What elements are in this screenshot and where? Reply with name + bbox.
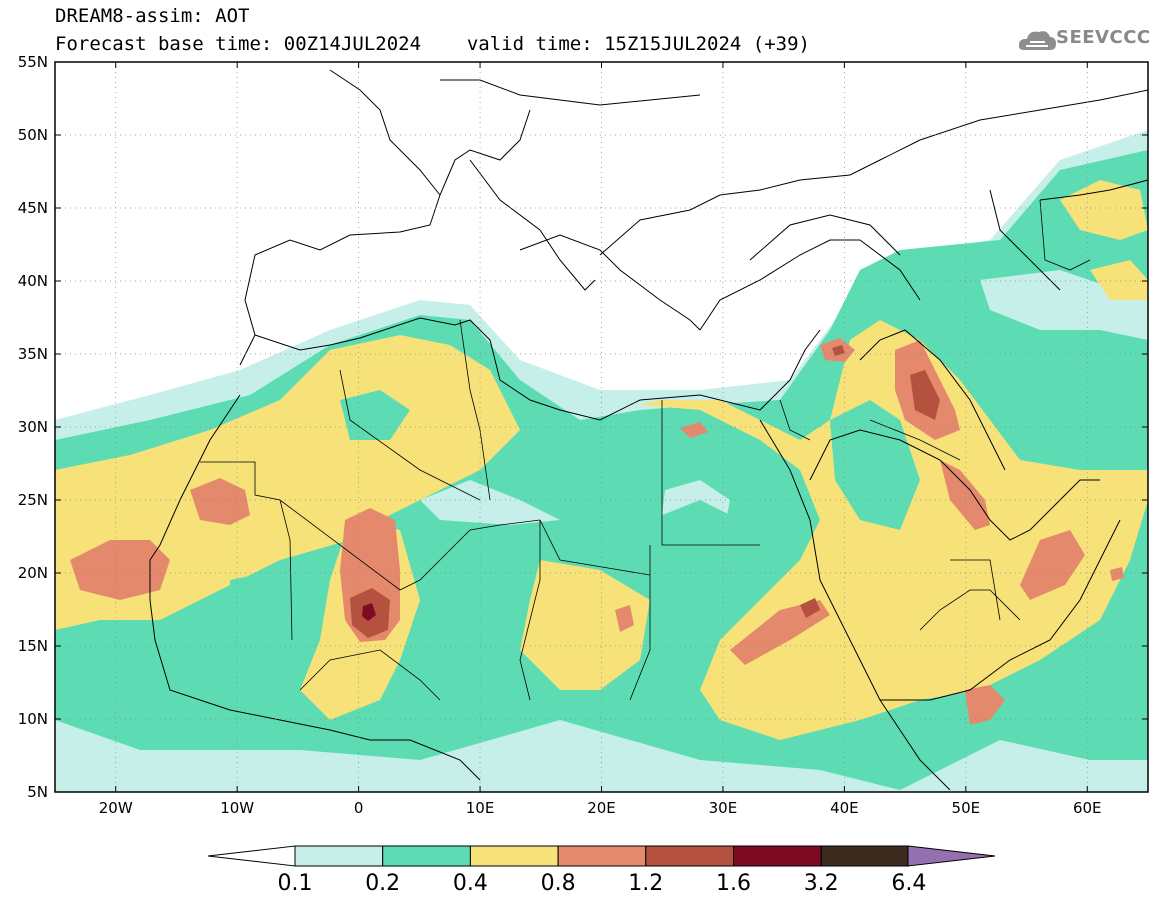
lat-label: 10N bbox=[17, 710, 48, 728]
lat-label: 30N bbox=[17, 418, 48, 436]
graticule bbox=[55, 62, 1148, 792]
lon-label: 20W bbox=[98, 799, 133, 817]
colorbar-swatch bbox=[733, 845, 822, 867]
lat-label: 50N bbox=[17, 126, 48, 144]
lat-label: 25N bbox=[17, 491, 48, 509]
colorbar-label: 1.6 bbox=[716, 871, 751, 896]
lon-label: 10W bbox=[220, 799, 255, 817]
lat-label: 35N bbox=[17, 345, 48, 363]
map-title: DREAM8-assim: AOT bbox=[55, 5, 250, 27]
lon-label: 60E bbox=[1072, 799, 1102, 817]
colorbar-label: 0.4 bbox=[452, 871, 488, 896]
colorbar-swatch bbox=[382, 845, 471, 867]
colorbar bbox=[207, 845, 996, 867]
colorbar-over-arrow bbox=[907, 845, 996, 867]
lon-label: 0 bbox=[353, 799, 364, 817]
colorbar-label: 6.4 bbox=[891, 871, 927, 896]
aot-field bbox=[55, 130, 1148, 792]
lat-label: 15N bbox=[17, 637, 48, 655]
lon-label: 20E bbox=[587, 799, 616, 817]
lon-label: 10E bbox=[465, 799, 495, 817]
forecast-times: Forecast base time: 00Z14JUL2024 valid t… bbox=[55, 33, 810, 55]
coastlines bbox=[149, 69, 1148, 791]
lat-label: 45N bbox=[17, 199, 48, 217]
colorbar-under-arrow bbox=[207, 845, 296, 867]
lat-label: 55N bbox=[17, 53, 48, 71]
base-time: Forecast base time: 00Z14JUL2024 bbox=[55, 33, 422, 55]
axis-ticks bbox=[55, 61, 1148, 793]
colorbar-swatch bbox=[557, 845, 647, 867]
colorbar-label: 1.2 bbox=[628, 871, 664, 896]
colorbar-swatch bbox=[469, 845, 559, 867]
lon-label: 40E bbox=[830, 799, 859, 817]
colorbar-swatch bbox=[645, 845, 734, 867]
colorbar-label: 3.2 bbox=[803, 871, 839, 896]
lon-label: 30E bbox=[708, 799, 738, 817]
colorbar-label: 0.2 bbox=[365, 871, 401, 896]
colorbar-label: 0.1 bbox=[277, 871, 313, 896]
cloud-logo-icon bbox=[1018, 31, 1056, 50]
colorbar-swatch bbox=[294, 845, 384, 867]
colorbar-swatch bbox=[820, 845, 910, 867]
lon-label: 50E bbox=[951, 799, 981, 817]
lat-label: 20N bbox=[17, 564, 48, 582]
logo-text: SEEVCCC bbox=[1056, 27, 1151, 48]
colorbar-label: 0.8 bbox=[540, 871, 576, 896]
lat-label: 5N bbox=[27, 783, 48, 801]
lat-label: 40N bbox=[17, 272, 48, 290]
valid-time: valid time: 15Z15JUL2024 (+39) bbox=[466, 33, 810, 55]
borders bbox=[200, 199, 1091, 701]
